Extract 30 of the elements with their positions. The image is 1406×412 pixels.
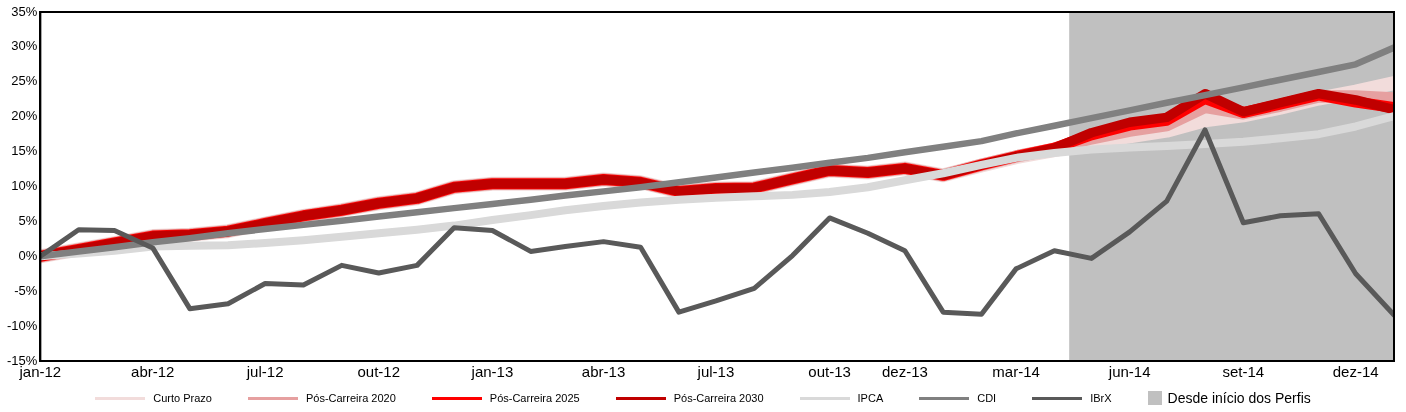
x-tick-label: abr-13 (581, 363, 626, 381)
legend-label: CDI (977, 392, 997, 404)
y-tick-label: 35% (11, 3, 38, 19)
x-tick-label: jul-13 (696, 363, 735, 381)
y-tick-label: 10% (11, 178, 38, 194)
x-tick-label: jun-14 (1107, 363, 1151, 381)
y-tick-label: -5% (14, 282, 38, 298)
y-tick-label: 0% (18, 247, 38, 263)
x-tick-label: dez-14 (1332, 363, 1379, 381)
y-tick-label: 25% (11, 73, 38, 89)
y-tick-label: 30% (11, 38, 38, 54)
legend-label: Curto Prazo (153, 392, 212, 404)
x-tick-label: mar-14 (992, 363, 1040, 381)
x-tick-label: out-12 (357, 363, 401, 381)
y-tick-label: 5% (18, 212, 38, 228)
x-tick-label: jan-13 (470, 363, 514, 381)
x-tick-label: dez-13 (881, 363, 928, 381)
y-tick-label: 20% (11, 108, 38, 124)
y-tick-label: -10% (6, 317, 38, 333)
legend-label: IPCA (857, 392, 884, 404)
x-tick-label: set-14 (1222, 363, 1265, 381)
legend-label: Pós-Carreira 2020 (305, 392, 396, 404)
legend-label: Pós-Carreira 2030 (673, 392, 764, 404)
x-tick-label: jul-12 (245, 363, 284, 381)
legend-label: Pós-Carreira 2025 (489, 392, 580, 404)
legend-label: IBrX (1090, 392, 1112, 404)
y-tick-label: 15% (11, 143, 38, 159)
legend-label: Desde início dos Perfis (1167, 390, 1311, 406)
x-tick-label: abr-12 (131, 363, 175, 381)
x-tick-label: out-13 (808, 363, 851, 381)
